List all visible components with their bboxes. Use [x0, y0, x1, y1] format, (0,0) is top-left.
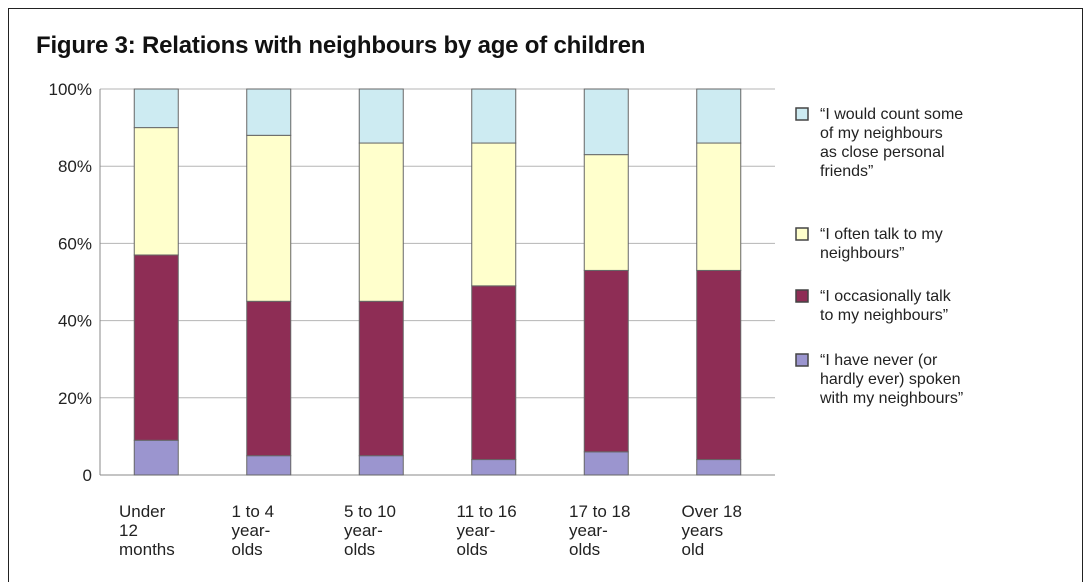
legend-swatch-close_friends	[795, 107, 809, 121]
bar-segment-occasionally	[696, 269, 742, 461]
y-tick-label: 0	[83, 466, 92, 485]
bar-segment-often	[246, 134, 292, 302]
bar-segment-never	[696, 459, 742, 476]
x-tick-label: Over 18 years old	[682, 502, 742, 559]
bar-segment-close_friends	[246, 88, 292, 136]
bar-segment-never	[246, 455, 292, 476]
bar-segment-close_friends	[583, 88, 629, 156]
bar-segment-close_friends	[133, 88, 179, 129]
bar-segment-never	[133, 439, 179, 476]
legend-swatch-never	[795, 353, 809, 367]
y-tick-label: 60%	[58, 234, 92, 253]
bar-segment-often	[696, 142, 742, 271]
legend-label-close_friends: “I would count some of my neighbours as cl…	[820, 106, 963, 180]
bar-segment-occasionally	[583, 269, 629, 453]
y-tick-label: 40%	[58, 312, 92, 331]
y-tick-label: 20%	[58, 389, 92, 408]
x-tick-label: 1 to 4 year-olds	[232, 502, 275, 559]
bar-segment-occasionally	[358, 300, 404, 457]
bar-segment-never	[583, 451, 629, 476]
bar-segment-close_friends	[696, 88, 742, 144]
y-tick-label: 100%	[49, 80, 92, 99]
x-tick-label: 11 to 16 year-olds	[457, 502, 517, 559]
bar-segment-often	[471, 142, 517, 287]
legend-label-never: “I have never (or hardly ever) spoken with…	[819, 352, 963, 407]
legend-label-occasionally: “I occasionally talk to my neighbours”	[820, 288, 952, 324]
bar-segment-occasionally	[246, 300, 292, 457]
bar-segment-occasionally	[471, 285, 517, 461]
bar-segment-occasionally	[133, 254, 179, 441]
y-tick-label: 80%	[58, 157, 92, 176]
legend-swatch-often	[795, 227, 809, 241]
bar-segment-often	[358, 142, 404, 302]
chart-title: Figure 3: Relations with neighbours by a…	[36, 32, 646, 59]
bar-segment-never	[471, 459, 517, 476]
legend-swatch-occasionally	[795, 289, 809, 303]
bar-segment-never	[358, 455, 404, 476]
x-tick-label: 17 to 18 year-olds	[569, 502, 630, 559]
bar-segment-close_friends	[358, 88, 404, 144]
figure-frame	[8, 8, 1083, 582]
legend-label-often: “I often talk to my neighbours”	[820, 226, 943, 262]
bar-segment-often	[133, 127, 179, 256]
bar-segment-close_friends	[471, 88, 517, 144]
x-tick-label: Under 12 months	[119, 502, 175, 559]
x-tick-label: 5 to 10 year-olds	[344, 502, 396, 559]
bar-segment-often	[583, 154, 629, 271]
